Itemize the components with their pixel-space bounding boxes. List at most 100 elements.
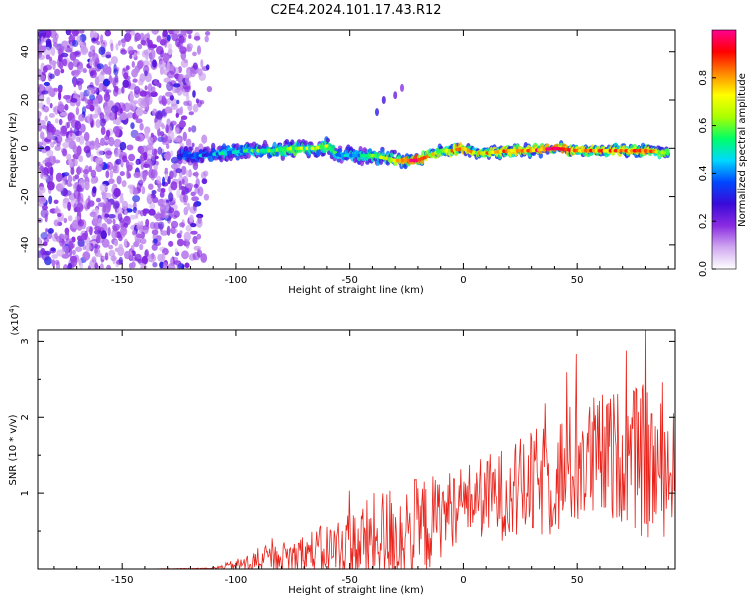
heatmap-noise-blob [129, 100, 137, 111]
heatmap-noise-blob [138, 179, 145, 184]
heatmap-noise-blob [72, 144, 78, 153]
heatmap-noise-blob [68, 112, 75, 120]
heatmap-noise-blob [97, 217, 102, 227]
heatmap-ridge-core [393, 158, 397, 163]
heatmap-noise-blob [66, 30, 73, 35]
heatmap-noise-blob [89, 94, 96, 101]
heatmap-noise-blob [185, 239, 190, 249]
heatmap-noise-blob [119, 107, 123, 114]
heatmap-noise-blob [72, 92, 79, 100]
heatmap-noise-blob [188, 111, 194, 116]
heatmap-noise-blob [54, 232, 58, 240]
heatmap-noise-blob [148, 208, 156, 216]
heatmap-noise-blob [49, 73, 55, 80]
heatmap-noise-blob [201, 178, 208, 185]
heatmap-noise-blob [96, 197, 101, 203]
heatmap-noise-blob [184, 262, 190, 269]
heatmap-noise-blob [85, 149, 92, 158]
heatmap-noise-blob [166, 97, 171, 106]
heatmap-noise-blob [71, 30, 79, 37]
snr-x-label: Height of straight line (km) [288, 585, 424, 596]
heatmap-ridge-halo [316, 149, 321, 157]
heatmap-noise-blob [83, 131, 90, 142]
heatmap-noise-blob [127, 184, 136, 189]
heatmap-noise-blob [119, 171, 125, 177]
heatmap-noise-blob [157, 146, 163, 155]
heatmap-noise-blob [82, 168, 89, 175]
heatmap-noise-blob [191, 196, 200, 202]
heatmap-noise-blob [112, 126, 121, 135]
heatmap-noise-blob [119, 111, 128, 121]
heatmap-noise-blob [41, 204, 48, 211]
heatmap-noise-blob [50, 247, 56, 252]
heatmap-noise-blob [44, 157, 51, 164]
heatmap-noise-blob [156, 175, 162, 184]
heatmap-noise-blob [117, 212, 123, 222]
heatmap-noise-blob [172, 83, 181, 88]
snr-series-line [38, 330, 675, 569]
heatmap-noise-blob [120, 160, 124, 168]
spectrogram-x-label: Height of straight line (km) [288, 285, 424, 296]
heatmap-ridge-core [477, 151, 482, 155]
heatmap-ridge-core [494, 150, 498, 154]
heatmap-noise-blob [151, 173, 155, 181]
heatmap-noise-blob [108, 178, 115, 184]
heatmap-noise-blob [58, 91, 62, 101]
spectrogram-x-ticks: -150 -100 -50 0 50 [53, 30, 669, 286]
spectrogram-y-tick-label: 0 [20, 145, 31, 151]
heatmap-noise-blob [150, 132, 154, 138]
heatmap-noise-blob [110, 42, 114, 52]
heatmap-noise-blob [67, 215, 73, 222]
heatmap-noise-blob [41, 167, 49, 178]
heatmap-noise-blob [112, 165, 118, 172]
heatmap-noise-blob [131, 261, 136, 269]
heatmap-noise-blob [113, 202, 120, 209]
heatmap-noise-blob [147, 39, 153, 49]
heatmap-ridge-core [242, 149, 247, 153]
heatmap-noise-blob [89, 226, 93, 236]
heatmap-noise-blob [44, 162, 53, 168]
heatmap-noise-blob [134, 85, 141, 95]
heatmap-noise-blob [184, 74, 192, 79]
heatmap-noise-blob [135, 107, 144, 117]
heatmap-ridge-halo [189, 146, 194, 151]
heatmap-noise-blob [96, 63, 104, 70]
heatmap-noise-blob [172, 137, 181, 143]
heatmap-noise-blob [132, 195, 141, 203]
heatmap-noise-blob [74, 120, 82, 131]
heatmap-noise-blob [43, 105, 50, 113]
heatmap-noise-blob [76, 145, 82, 156]
heatmap-noise-blob [95, 165, 103, 173]
heatmap-noise-blob [38, 237, 42, 247]
heatmap-noise-blob [53, 140, 57, 145]
heatmap-ridge-core [463, 147, 468, 152]
heatmap-noise-blob [206, 86, 213, 93]
heatmap-noise-blob [48, 87, 55, 97]
heatmap-noise-blob [71, 249, 76, 256]
heatmap-noise-blob [88, 165, 92, 173]
heatmap-noise-blob [129, 214, 137, 220]
heatmap-noise-blob [151, 243, 158, 251]
heatmap-noise-blob [124, 209, 128, 216]
heatmap-noise-blob [119, 141, 127, 151]
heatmap-noise-blob [94, 142, 99, 151]
heatmap-ridge-core [327, 146, 332, 150]
heatmap-noise-blob [67, 174, 73, 184]
heatmap-noise-blob [126, 65, 130, 71]
heatmap-noise-blob [98, 253, 103, 258]
heatmap-noise-blob [121, 86, 125, 94]
heatmap-noise-blob [133, 241, 140, 248]
heatmap-noise-blob [86, 87, 95, 96]
heatmap-noise-blob [161, 252, 166, 262]
heatmap-noise-blob [65, 47, 73, 53]
heatmap-ridge-core [310, 146, 316, 151]
heatmap-side-feature [375, 108, 379, 117]
heatmap-noise-blob [123, 102, 131, 113]
heatmap-noise-blob [153, 164, 158, 171]
spectrogram-x-tick-label: 0 [460, 275, 466, 286]
heatmap-noise-blob [84, 243, 92, 252]
heatmap-ridge-core [229, 150, 233, 155]
heatmap-ridge-core [583, 148, 588, 153]
heatmap-noise-blob [188, 126, 192, 133]
heatmap-noise-blob [94, 247, 98, 254]
